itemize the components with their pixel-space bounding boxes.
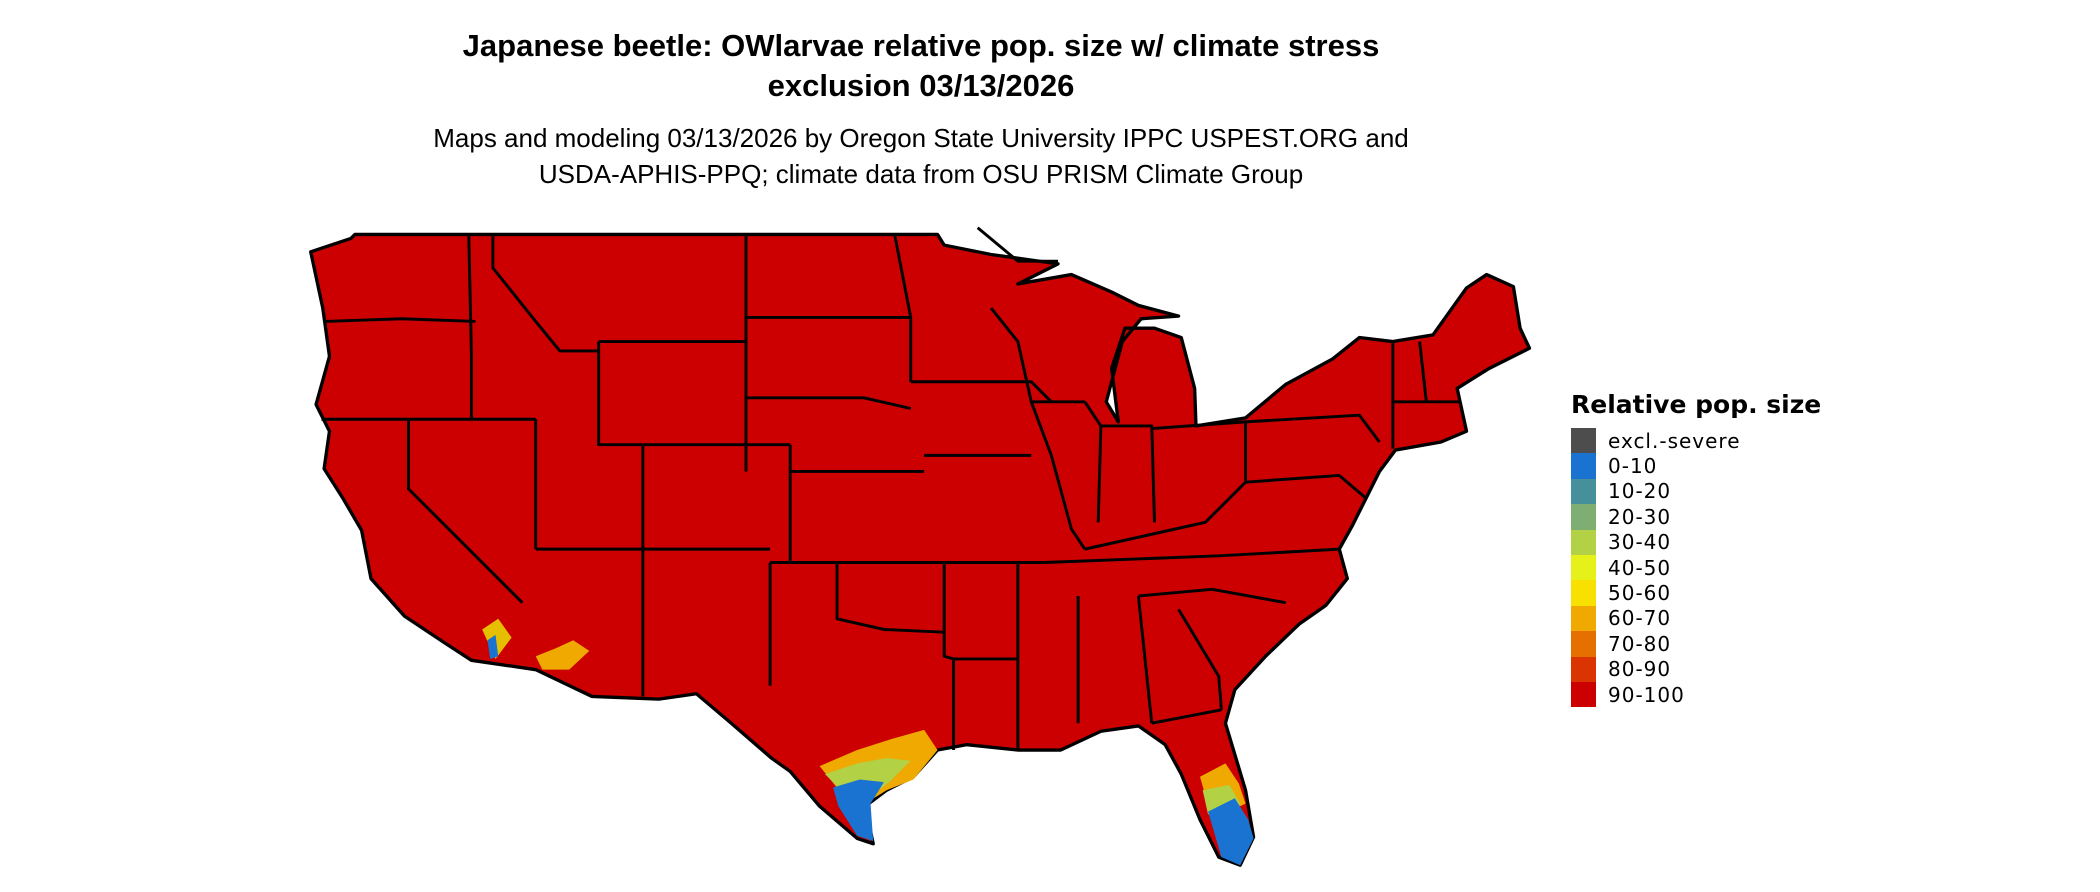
legend-item: 80-90 [1571,656,1821,682]
legend-label: 60-70 [1608,606,1672,631]
legend-label: excl.-severe [1608,428,1741,453]
legend-swatch [1571,529,1596,555]
title-line-2: exclusion 03/13/2026 [767,68,1075,103]
texas-low-zone [833,779,884,842]
legend-swatch [1571,428,1596,454]
legend-item: 20-30 [1571,504,1821,530]
legend-swatch [1571,681,1596,708]
legend-swatch [1571,453,1596,479]
legend-label: 80-90 [1608,657,1672,682]
legend-label: 30-40 [1608,530,1672,555]
subtitle-line-1: Maps and modeling 03/13/2026 by Oregon S… [433,123,1409,153]
legend-item: 50-60 [1571,580,1821,606]
legend-item: 60-70 [1571,605,1821,632]
legend-label: 10-20 [1608,479,1672,504]
legend-item: 70-80 [1571,631,1821,657]
legend-item: 0-10 [1571,453,1821,479]
legend-item: 30-40 [1571,529,1821,555]
legend-swatch [1571,504,1596,530]
socal-blue-patch [487,634,499,659]
legend-item: excl.-severe [1571,428,1821,454]
legend-swatch [1571,631,1596,657]
us-outline [309,232,1532,867]
legend-label: 90-100 [1608,682,1685,707]
legend-item: 40-50 [1571,554,1821,581]
state-borders [321,226,1460,751]
legend-label: 20-30 [1608,504,1672,529]
florida-low-zone [1208,798,1254,866]
legend-items: excl.-severe 0-10 10-20 20-30 30-40 40-50 50-6… [1571,428,1821,708]
legend-item: 90-100 [1571,681,1821,708]
legend-swatch [1571,554,1596,581]
legend-swatch [1571,605,1596,632]
title-line-1: Japanese beetle: OWlarvae relative pop. … [462,28,1380,63]
legend-item: 10-20 [1571,478,1821,505]
socal-patch [482,618,512,659]
arizona-patch [535,640,590,670]
subtitle-line-2: USDA-APHIS-PPQ; climate data from OSU PR… [538,159,1304,189]
legend-swatch [1571,580,1596,606]
legend-label: 40-50 [1608,555,1672,580]
map-title: Japanese beetle: OWlarvae relative pop. … [0,26,1842,106]
us-land [309,226,1532,867]
map-subtitle: Maps and modeling 03/13/2026 by Oregon S… [0,120,1842,192]
legend-label: 70-80 [1608,631,1672,656]
legend-title: Relative pop. size [1571,390,1822,419]
climate-patches [482,618,1254,866]
legend-swatch [1571,656,1596,682]
legend-swatch [1571,478,1596,505]
legend-label: 0-10 [1608,454,1658,479]
legend: Relative pop. size excl.-severe 0-10 10-20… [1571,390,1822,708]
legend-label: 50-60 [1608,581,1672,606]
